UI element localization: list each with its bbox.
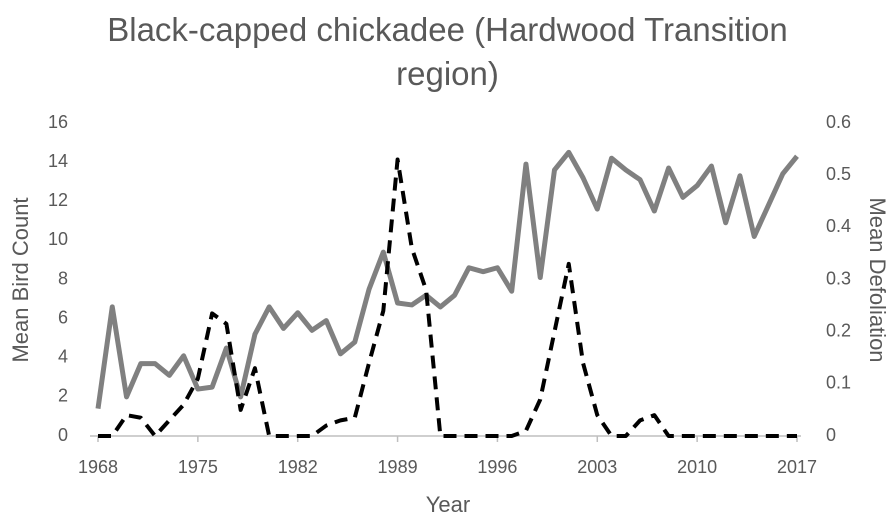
- x-tick-label: 2003: [577, 457, 617, 477]
- y-tick-label: 0: [58, 425, 68, 445]
- y-tick-label: 10: [48, 229, 68, 249]
- series-line: [98, 157, 797, 438]
- y2-tick-label: 0.2: [826, 320, 851, 340]
- y-tick-label: 2: [58, 386, 68, 406]
- x-tick-label: 2017: [777, 457, 817, 477]
- x-tick-label: 1982: [278, 457, 318, 477]
- y2-tick-label: 0.6: [826, 112, 851, 132]
- y-tick-label: 16: [48, 112, 68, 132]
- y-tick-label: 4: [58, 347, 68, 367]
- x-tick-label: 2010: [677, 457, 717, 477]
- y2-tick-label: 0.1: [826, 373, 851, 393]
- x-axis-label: Year: [426, 492, 470, 517]
- y2-tick-label: 0: [826, 425, 836, 445]
- y2-tick-label: 0.4: [826, 216, 851, 236]
- x-tick-label: 1996: [477, 457, 517, 477]
- chart-title: Black-capped chickadee (Hardwood Transit…: [107, 11, 788, 92]
- y-axis-label: Mean Bird Count: [8, 197, 33, 362]
- x-tick-label: 1968: [78, 457, 118, 477]
- y2-axis-label: Mean Defoliation: [865, 197, 890, 362]
- y-tick-label: 12: [48, 190, 68, 210]
- y-tick-label: 6: [58, 307, 68, 327]
- x-tick-label: 1975: [178, 457, 218, 477]
- x-tick-label: 1989: [378, 457, 418, 477]
- y2-tick-label: 0.3: [826, 268, 851, 288]
- y2-tick-label: 0.5: [826, 164, 851, 184]
- y-tick-label: 8: [58, 268, 68, 288]
- y-tick-label: 14: [48, 151, 68, 171]
- series-line: [95, 149, 799, 409]
